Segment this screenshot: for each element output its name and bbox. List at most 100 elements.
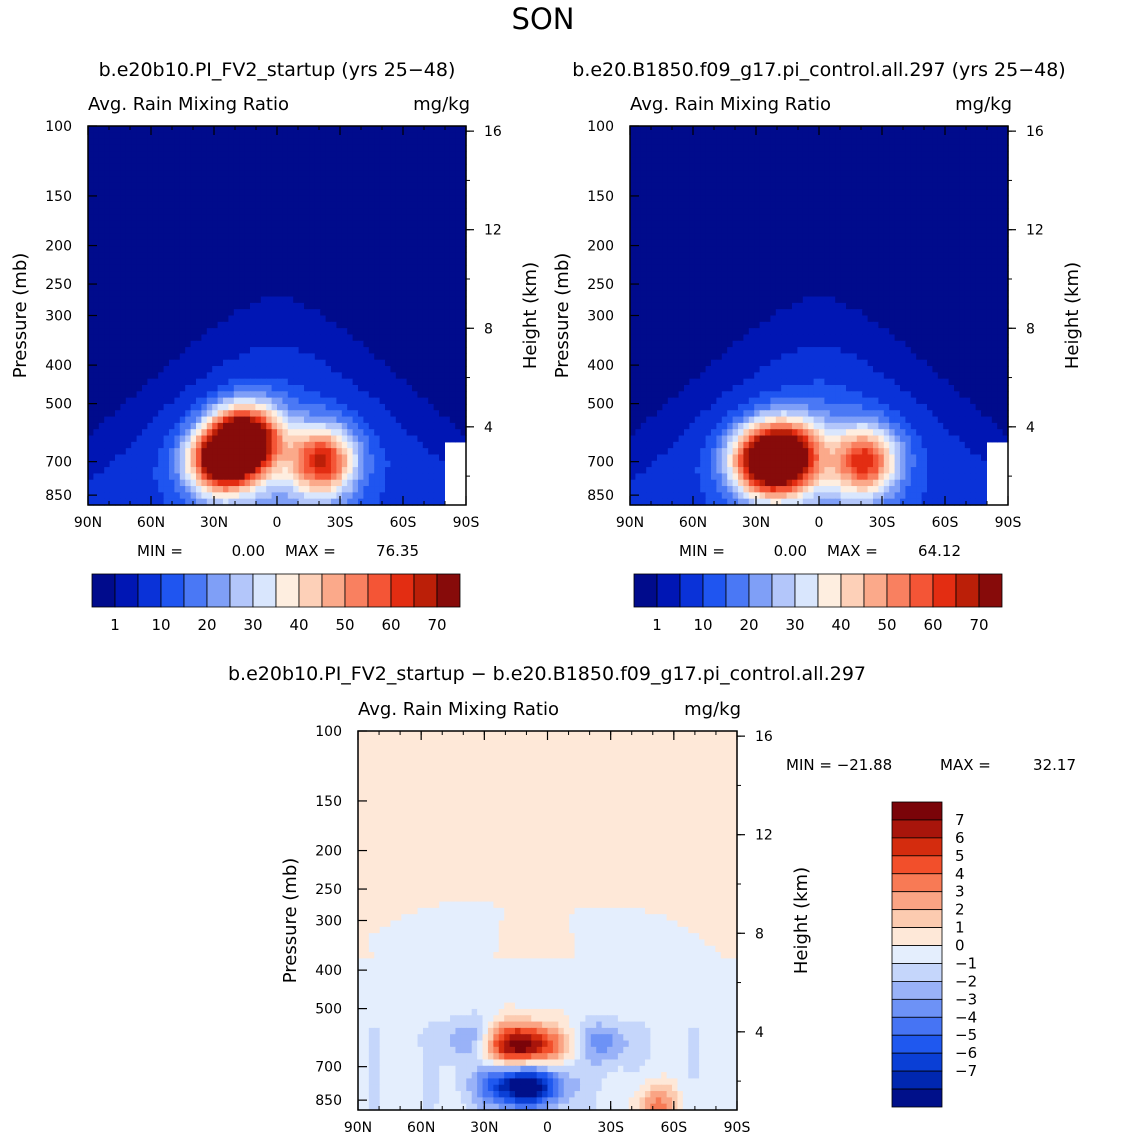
colorbar-label: 10 xyxy=(693,616,712,634)
contour-field xyxy=(630,126,1009,506)
colorbar-swatch xyxy=(891,801,943,821)
colorbar-swatch xyxy=(748,573,773,608)
colorbar-swatch xyxy=(891,1016,943,1036)
plot-units: mg/kg xyxy=(413,94,470,115)
y-tick-label: 500 xyxy=(315,1002,342,1018)
colorbar-label: −7 xyxy=(955,1062,977,1080)
x-tick-label: 90S xyxy=(453,515,480,531)
plot-title: b.e20.B1850.f09_g17.pi_control.all.297 (… xyxy=(572,59,1065,81)
colorbar-swatch xyxy=(794,573,819,608)
min-max-stats: MIN = −21.88 MAX = 32.17 xyxy=(786,756,1076,774)
y-right-tick-label: 16 xyxy=(755,729,773,745)
y-tick-label: 400 xyxy=(315,963,342,979)
y-right-tick-label: 8 xyxy=(484,321,493,337)
x-axis: 90N 60N 30N 0 30S 60S 90S xyxy=(344,731,750,1136)
x-tick-label: 90N xyxy=(616,515,644,531)
colorbar-label: 7 xyxy=(955,811,965,829)
colorbar-swatch xyxy=(298,573,323,608)
panel-difference: 90N 60N 30N 0 30S 60S 90S100150200250300400500… xyxy=(228,663,1076,1136)
x-tick-label: 60S xyxy=(660,1120,687,1136)
colorbar-label: −6 xyxy=(955,1044,977,1062)
x-tick-label: 30N xyxy=(470,1120,498,1136)
x-axis: 90N 60N 30N 0 30S 60S 90S xyxy=(616,126,1021,531)
y-axis-pressure: 100 150 200 250 300 400 500 700 850 Pressure (mb) xyxy=(552,119,639,504)
colorbar-label: 10 xyxy=(151,616,170,634)
colorbar-swatch xyxy=(725,573,750,608)
y-right-tick-label: 12 xyxy=(755,828,773,844)
colorbar-label: −4 xyxy=(955,1008,977,1026)
colorbar-swatch xyxy=(252,573,277,608)
x-tick-label: 90N xyxy=(74,515,102,531)
colorbar-swatch xyxy=(891,1088,943,1108)
contour-field xyxy=(358,731,738,1111)
y-right-axis-title: Height (km) xyxy=(791,867,812,974)
colorbar-swatch xyxy=(367,573,392,608)
y-tick-label: 850 xyxy=(45,488,72,504)
colorbar-swatch xyxy=(436,573,461,608)
x-tick-label: 60S xyxy=(932,515,959,531)
y-right-axis-title: Height (km) xyxy=(520,262,541,369)
colorbar-label: 60 xyxy=(923,616,942,634)
colorbar-label: 3 xyxy=(955,883,965,901)
max-label: MAX = xyxy=(827,542,878,560)
colorbar-swatch xyxy=(891,1034,943,1054)
colorbar-swatch xyxy=(413,573,438,608)
colorbar-label: 5 xyxy=(955,847,965,865)
colorbar-label: 30 xyxy=(243,616,262,634)
colorbar-label: 1 xyxy=(652,616,662,634)
y-axis-title: Pressure (mb) xyxy=(280,858,301,984)
y-tick-label: 250 xyxy=(587,277,614,293)
y-right-tick-label: 4 xyxy=(755,1025,764,1041)
colorbar-label: 20 xyxy=(197,616,216,634)
x-tick-label: 0 xyxy=(543,1120,552,1136)
colorbar-label: 6 xyxy=(955,829,965,847)
plot-title: b.e20b10.PI_FV2_startup − b.e20.B1850.f0… xyxy=(228,663,866,685)
contour-field xyxy=(88,126,467,506)
colorbar-label: 30 xyxy=(785,616,804,634)
y-tick-label: 100 xyxy=(45,119,72,135)
colorbar-swatch xyxy=(978,573,1003,608)
x-tick-label: 30N xyxy=(742,515,770,531)
colorbar: 1 10 20 30 40 50 60 70 xyxy=(633,573,1003,634)
y-axis-title: Pressure (mb) xyxy=(10,253,31,379)
y-tick-label: 250 xyxy=(45,277,72,293)
colorbar-swatch xyxy=(840,573,865,608)
colorbar-swatch xyxy=(390,573,415,608)
min-value: 0.00 xyxy=(774,542,807,560)
y-tick-label: 150 xyxy=(315,794,342,810)
x-tick-label: 0 xyxy=(815,515,824,531)
colorbar-swatch xyxy=(656,573,681,608)
x-tick-label: 30S xyxy=(597,1120,624,1136)
max-value: 32.17 xyxy=(1033,756,1076,774)
x-tick-label: 0 xyxy=(273,515,282,531)
y-tick-label: 400 xyxy=(45,358,72,374)
y-axis-title: Pressure (mb) xyxy=(552,253,573,379)
min-label: MIN = xyxy=(137,542,183,560)
colorbar-swatch xyxy=(679,573,704,608)
max-value: 76.35 xyxy=(376,542,419,560)
plot-title: b.e20b10.PI_FV2_startup (yrs 25−48) xyxy=(99,59,456,81)
colorbar-swatch xyxy=(891,819,943,839)
y-tick-label: 300 xyxy=(45,309,72,325)
max-label: MAX = xyxy=(285,542,336,560)
x-tick-label: 60N xyxy=(407,1120,435,1136)
x-tick-label: 60N xyxy=(137,515,165,531)
colorbar-label: 50 xyxy=(877,616,896,634)
y-axis-height: 16 12 8 4 Height (km) xyxy=(1008,124,1083,477)
colorbar-swatch xyxy=(891,873,943,893)
colorbar-label: −1 xyxy=(955,954,977,972)
y-tick-label: 700 xyxy=(315,1060,342,1076)
colorbar-swatch xyxy=(891,1070,943,1090)
colorbar-label: 1 xyxy=(110,616,120,634)
y-tick-label: 200 xyxy=(45,239,72,255)
y-tick-label: 300 xyxy=(587,309,614,325)
colorbar-label: 70 xyxy=(969,616,988,634)
colorbar-swatch xyxy=(891,945,943,964)
colorbar-swatch xyxy=(891,837,943,857)
colorbar-swatch xyxy=(771,573,796,608)
y-tick-label: 250 xyxy=(315,882,342,898)
colorbar-swatch xyxy=(863,573,888,608)
colorbar-swatch xyxy=(137,573,162,608)
colorbar-swatch xyxy=(886,573,911,608)
